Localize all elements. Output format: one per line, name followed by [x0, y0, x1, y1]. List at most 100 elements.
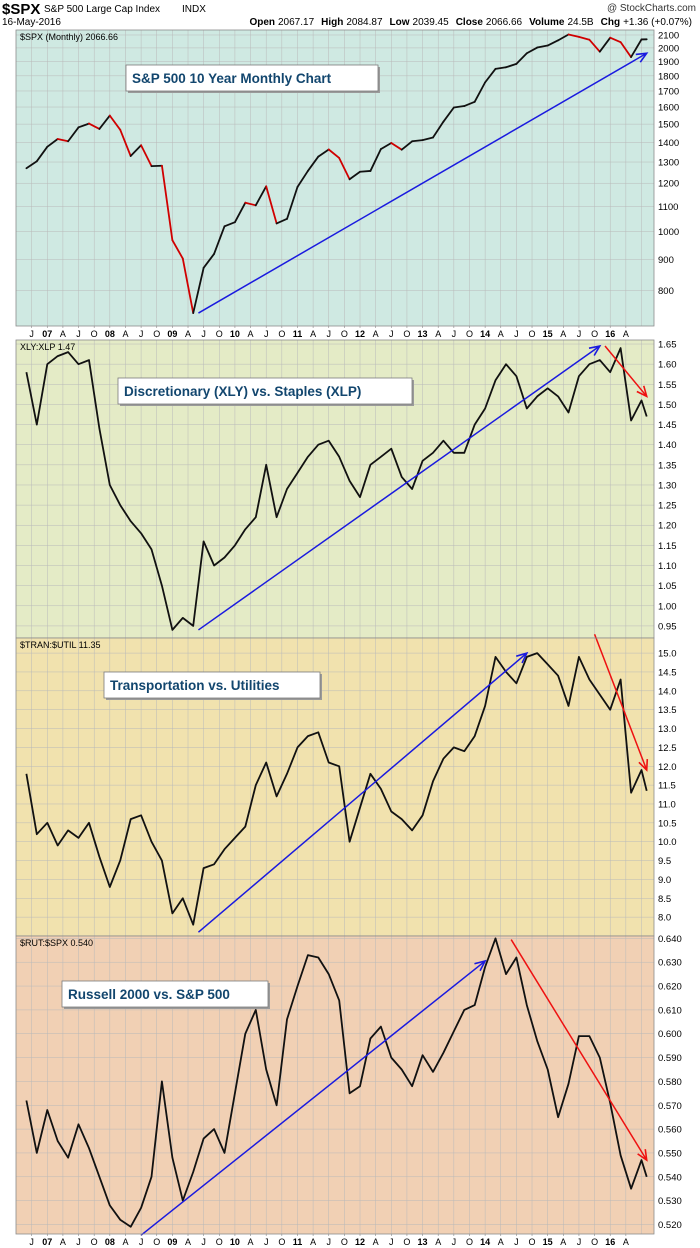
x-tick-label: J [577, 329, 582, 339]
y-tick-label: 1.00 [658, 601, 677, 612]
ohlc-line: Open 2067.17 High 2084.87 Low 2039.45 Close 206… [249, 17, 692, 28]
y-tick-label: 9.5 [658, 856, 671, 867]
line-segment [359, 170, 372, 173]
x-tick-label: 11 [293, 329, 303, 339]
y-tick-label: 1.30 [658, 480, 677, 491]
x-tick-label: O [403, 1237, 410, 1247]
line-segment [411, 139, 424, 143]
x-tick-label: 12 [355, 329, 365, 339]
close-label: Close [456, 17, 484, 28]
arrow-head [635, 52, 649, 63]
line-segment [213, 225, 226, 255]
x-tick-label: A [623, 329, 629, 339]
y-tick-label: 15.0 [658, 649, 677, 660]
chg-value: +1.36 (+0.07%) [623, 17, 692, 28]
x-tick-label: J [577, 1237, 582, 1247]
low-label: Low [390, 17, 410, 28]
panel-4: 0.520 0.530 0.540 0.550 0.560 0.570 0.580 0.590… [15, 934, 682, 1236]
line-segment [567, 33, 580, 38]
series-polyline [25, 347, 648, 631]
y-axis: 0.95 1.00 1.05 1.10 1.15 1.20 1.25 1.30 1.35 1.40… [658, 340, 677, 633]
line-segment [505, 62, 518, 69]
x-tick-label: A [373, 329, 379, 339]
trend-line [140, 960, 486, 1236]
y-tick-label: 0.620 [658, 982, 682, 993]
x-tick-label: O [529, 329, 536, 339]
trend-arrow-red [604, 345, 648, 398]
line-segment [35, 145, 49, 163]
line-segment [327, 148, 341, 159]
y-tick-label: 1.40 [658, 440, 677, 451]
y-tick-label: 1400 [658, 138, 679, 149]
x-tick-label: J [514, 1237, 519, 1247]
high-label: High [321, 17, 343, 28]
x-tick-label: A [435, 329, 441, 339]
y-tick-label: 11.5 [658, 781, 676, 792]
y-tick-label: 1300 [658, 158, 679, 169]
x-tick-label: 07 [42, 1237, 52, 1247]
line-segment [296, 170, 309, 188]
line-segment [108, 114, 122, 131]
trend-arrow-blue [197, 651, 529, 933]
y-tick-label: 14.0 [658, 686, 677, 697]
open-value: 2067.17 [278, 17, 315, 28]
annotation-box: Russell 2000 vs. S&P 500 [61, 980, 270, 1009]
x-tick-label: 13 [418, 1237, 428, 1247]
y-tick-label: 1.60 [658, 360, 677, 371]
y-tick-label: 0.610 [658, 1005, 682, 1016]
x-tick-label: 08 [105, 1237, 115, 1247]
line-segment [140, 144, 153, 168]
trend-line [510, 939, 648, 1161]
x-tick-label: O [216, 1237, 223, 1247]
x-tick-label: 12 [355, 1237, 365, 1247]
x-tick-label: J [326, 1237, 331, 1247]
series-polyline [25, 937, 648, 1228]
y-axis: 8.0 8.5 9.0 9.5 10.0 10.5 11.0 11.5 12.0 12.5 13.0… [658, 649, 677, 924]
line-segment [338, 157, 351, 181]
x-tick-label: J [452, 1237, 457, 1247]
x-tick-label: 08 [105, 329, 115, 339]
y-tick-label: 1600 [658, 103, 679, 114]
y-tick-label: 0.580 [658, 1077, 682, 1088]
line-segment [56, 138, 70, 143]
y-tick-label: 10.5 [658, 818, 677, 829]
symbol-title: $SPX [2, 1, 40, 18]
y-tick-label: 1.20 [658, 521, 677, 532]
x-tick-label: J [264, 329, 269, 339]
y-tick-label: 1.50 [658, 400, 677, 411]
y-tick-label: 2100 [658, 30, 679, 41]
arrow-head [516, 651, 529, 664]
gridlines [16, 936, 654, 1234]
y-tick-label: 0.600 [658, 1029, 682, 1040]
line-segment [25, 160, 38, 170]
x-tick-label: J [201, 329, 206, 339]
annotation-background [125, 64, 379, 92]
y-tick-label: 12.0 [658, 762, 677, 773]
arrow-head [636, 385, 648, 398]
line-segment [234, 201, 247, 224]
line-segment [515, 52, 528, 65]
trend-line [197, 652, 528, 933]
line-segment [619, 41, 632, 58]
x-tick-label: J [264, 1237, 269, 1247]
x-tick-label: O [591, 329, 598, 339]
y-tick-label: 1500 [658, 120, 679, 131]
series-polyline [25, 652, 648, 926]
line-segment [463, 100, 476, 107]
x-tick-label: 16 [605, 329, 615, 339]
annotation-box: S&P 500 10 Year Monthly Chart [125, 64, 380, 93]
trend-line [198, 52, 648, 314]
line-segment [369, 148, 382, 172]
x-tick-label: O [91, 329, 98, 339]
y-axis: 800 900 1000 1100 1200 1300 1400 1500 1600 1700 18… [658, 30, 679, 297]
annotation-box: Transportation vs. Utilities [103, 671, 322, 700]
x-axis-1: J 07 A J O 08 A J O 09 A J O 10 A J O 11 A J O 12 A J O 13 A J O 14 A J… [29, 326, 629, 339]
x-tick-label: J [76, 1237, 81, 1247]
chart-date: 16-May-2016 [2, 17, 61, 28]
line-segment [254, 185, 268, 207]
line-segment [557, 33, 570, 42]
watermark: @ StockCharts.com [607, 3, 696, 14]
annotation-box: Discretionary (XLY) vs. Staples (XLP) [117, 377, 414, 406]
x-tick-label: J [326, 329, 331, 339]
